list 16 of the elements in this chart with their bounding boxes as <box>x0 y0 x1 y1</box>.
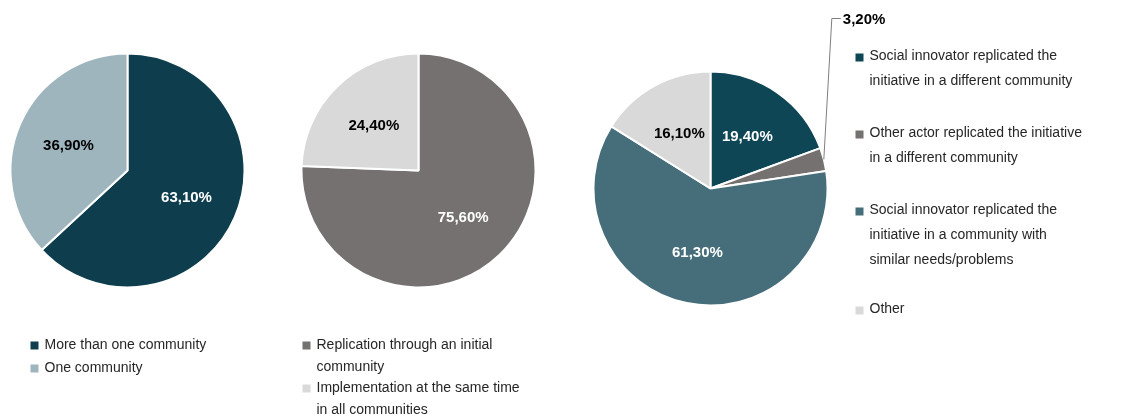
legend-label: More than one community <box>44 335 207 352</box>
legend-label: Implementation at the same time in all communities <box>316 378 520 417</box>
legend-label: Social innovator replicated the initiative in a community with similar needs/problems <box>869 200 1058 267</box>
data-label: 16,10% <box>653 123 705 141</box>
legend-label: One community <box>44 358 143 375</box>
legend-label: Other actor replicated the initiative in a different community <box>869 123 1083 165</box>
data-label: 24,40% <box>348 115 400 133</box>
data-label: 63,10% <box>161 187 212 205</box>
data-label: 36,90% <box>43 136 94 154</box>
data-label: 3,20% <box>842 10 886 27</box>
legend-label: Social innovator replicated the initiative in a different community <box>869 46 1073 88</box>
legend-label: Other <box>869 299 905 316</box>
data-label: 75,60% <box>437 208 489 226</box>
legend-label: Replication through an initial community <box>316 335 493 375</box>
data-label: 19,40% <box>721 127 773 145</box>
data-label: 61,30% <box>672 243 723 261</box>
